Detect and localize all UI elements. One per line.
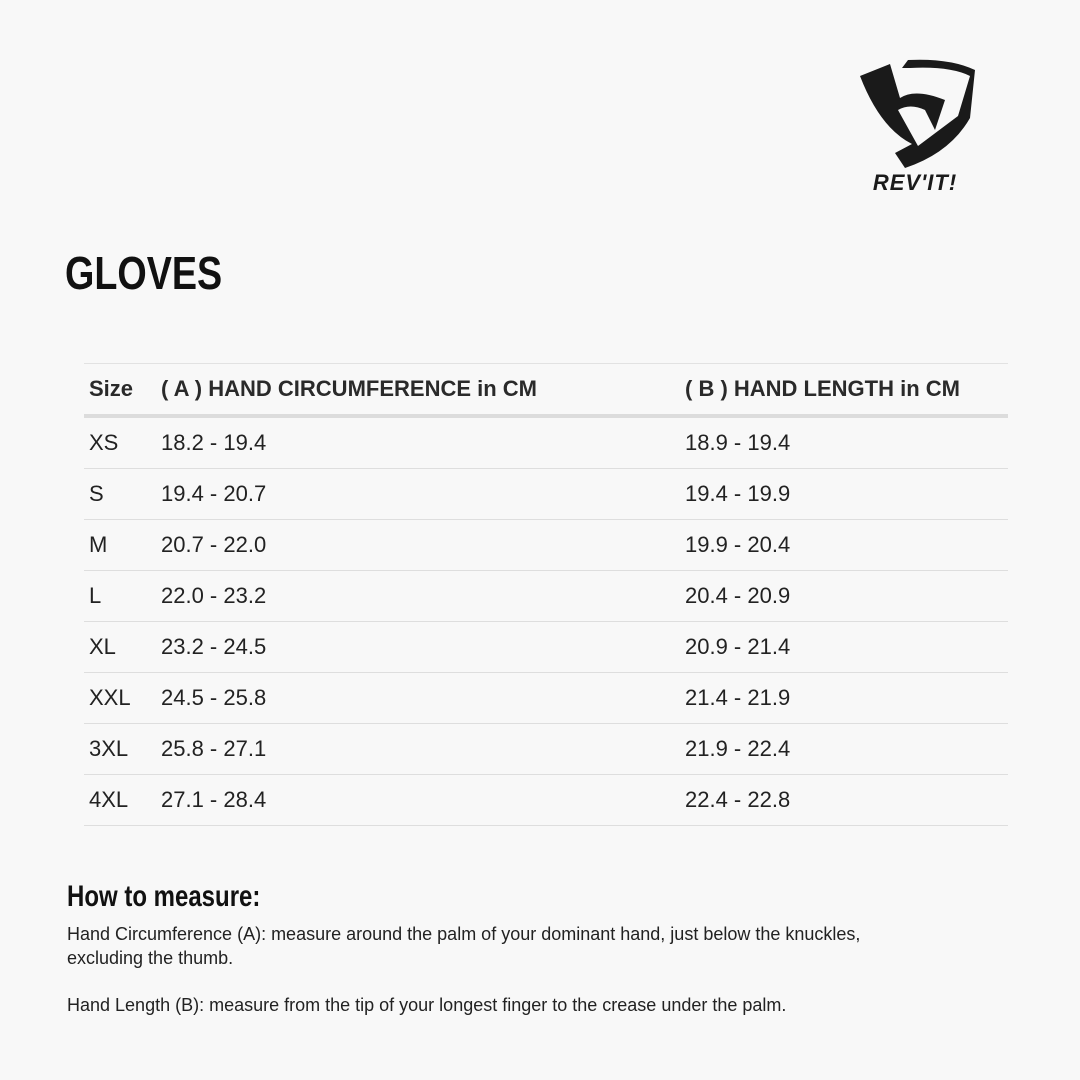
cell-circumference: 18.2 - 19.4 bbox=[161, 430, 267, 455]
cell-length: 19.9 - 20.4 bbox=[685, 532, 791, 557]
cell-length: 20.9 - 21.4 bbox=[685, 634, 791, 659]
svg-text:REV'IT!: REV'IT! bbox=[873, 170, 957, 195]
header-size: Size bbox=[89, 376, 134, 401]
cell-size: M bbox=[89, 532, 108, 557]
cell-circumference: 20.7 - 22.0 bbox=[161, 532, 267, 557]
cell-size: S bbox=[89, 481, 104, 506]
cell-size: 4XL bbox=[89, 787, 129, 812]
table-row: 4XL 27.1 - 28.4 22.4 - 22.8 bbox=[84, 775, 1008, 826]
cell-size: L bbox=[89, 583, 102, 608]
table-row: 3XL 25.8 - 27.1 21.9 - 22.4 bbox=[84, 724, 1008, 775]
cell-length: 19.4 - 19.9 bbox=[685, 481, 791, 506]
header-circumference: ( A ) HAND CIRCUMFERENCE in CM bbox=[161, 376, 538, 401]
cell-length: 18.9 - 19.4 bbox=[685, 430, 791, 455]
cell-circumference: 24.5 - 25.8 bbox=[161, 685, 267, 710]
table-row: S 19.4 - 20.7 19.4 - 19.9 bbox=[84, 469, 1008, 520]
header-length: ( B ) HAND LENGTH in CM bbox=[685, 376, 960, 401]
cell-size: XXL bbox=[89, 685, 131, 710]
how-to-heading: How to measure: bbox=[67, 880, 261, 913]
table-row: XXL 24.5 - 25.8 21.4 - 21.9 bbox=[84, 673, 1008, 724]
size-table: Size ( A ) HAND CIRCUMFERENCE in CM ( B … bbox=[84, 363, 1008, 826]
cell-circumference: 25.8 - 27.1 bbox=[161, 736, 267, 761]
cell-length: 20.4 - 20.9 bbox=[685, 583, 791, 608]
cell-size: 3XL bbox=[89, 736, 129, 761]
circumference-instruction: Hand Circumference (A): measure around t… bbox=[67, 924, 861, 968]
revit-logo: REV'IT! bbox=[840, 58, 990, 198]
table-header: Size ( A ) HAND CIRCUMFERENCE in CM ( B … bbox=[84, 364, 1008, 418]
page-title: GLOVES bbox=[65, 247, 223, 299]
table-row: XL 23.2 - 24.5 20.9 - 21.4 bbox=[84, 622, 1008, 673]
cell-length: 21.4 - 21.9 bbox=[685, 685, 791, 710]
table-row: M 20.7 - 22.0 19.9 - 20.4 bbox=[84, 520, 1008, 571]
table-row: L 22.0 - 23.2 20.4 - 20.9 bbox=[84, 571, 1008, 622]
table-row: XS 18.2 - 19.4 18.9 - 19.4 bbox=[84, 418, 1008, 469]
cell-size: XL bbox=[89, 634, 116, 659]
cell-circumference: 19.4 - 20.7 bbox=[161, 481, 267, 506]
cell-circumference: 27.1 - 28.4 bbox=[161, 787, 267, 812]
cell-length: 21.9 - 22.4 bbox=[685, 736, 791, 761]
cell-length: 22.4 - 22.8 bbox=[685, 787, 791, 812]
length-instruction: Hand Length (B): measure from the tip of… bbox=[67, 995, 787, 1015]
cell-size: XS bbox=[89, 430, 119, 455]
cell-circumference: 22.0 - 23.2 bbox=[161, 583, 267, 608]
cell-circumference: 23.2 - 24.5 bbox=[161, 634, 267, 659]
